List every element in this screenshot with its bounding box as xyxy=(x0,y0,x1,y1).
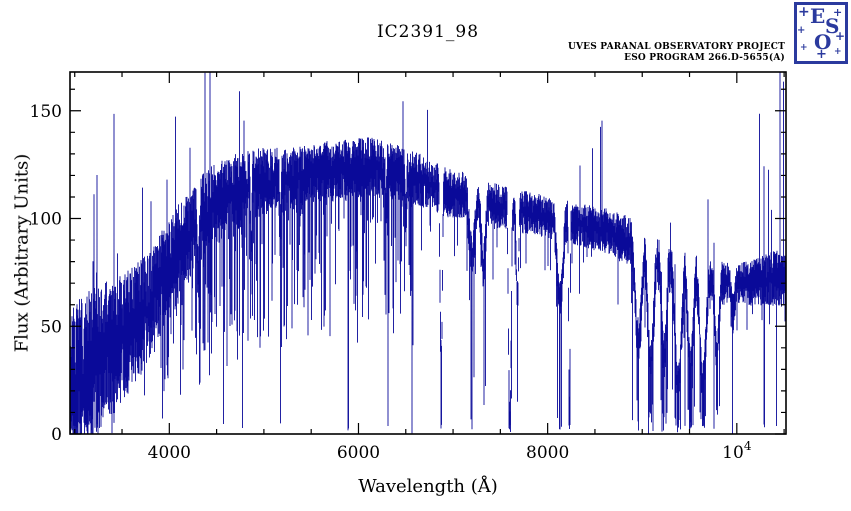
x-axis-label: Wavelength (Å) xyxy=(358,476,498,497)
logo-letter-e: E xyxy=(810,4,826,28)
logo-letter-s: S xyxy=(825,14,840,38)
star-icon: + xyxy=(800,43,808,53)
star-icon: + xyxy=(834,47,842,57)
credits: UVES PARANAL OBSERVATORY PROJECT ESO PRO… xyxy=(568,42,785,65)
logo-letter-o: O xyxy=(814,30,832,54)
chart-title: IC2391_98 xyxy=(376,22,480,42)
star-icon: + xyxy=(798,4,810,20)
y-axis-label: Flux (Arbitrary Units) xyxy=(11,153,33,353)
star-icon: + xyxy=(835,29,846,43)
star-icon: + xyxy=(816,47,827,62)
star-icon: + xyxy=(797,25,806,36)
eso-logo: + + E S + O + + + + xyxy=(794,2,848,64)
star-icon: + xyxy=(833,6,843,19)
credit-line-2: ESO PROGRAM 266.D-5655(A) xyxy=(624,53,785,64)
credit-line-1: UVES PARANAL OBSERVATORY PROJECT xyxy=(567,42,785,52)
